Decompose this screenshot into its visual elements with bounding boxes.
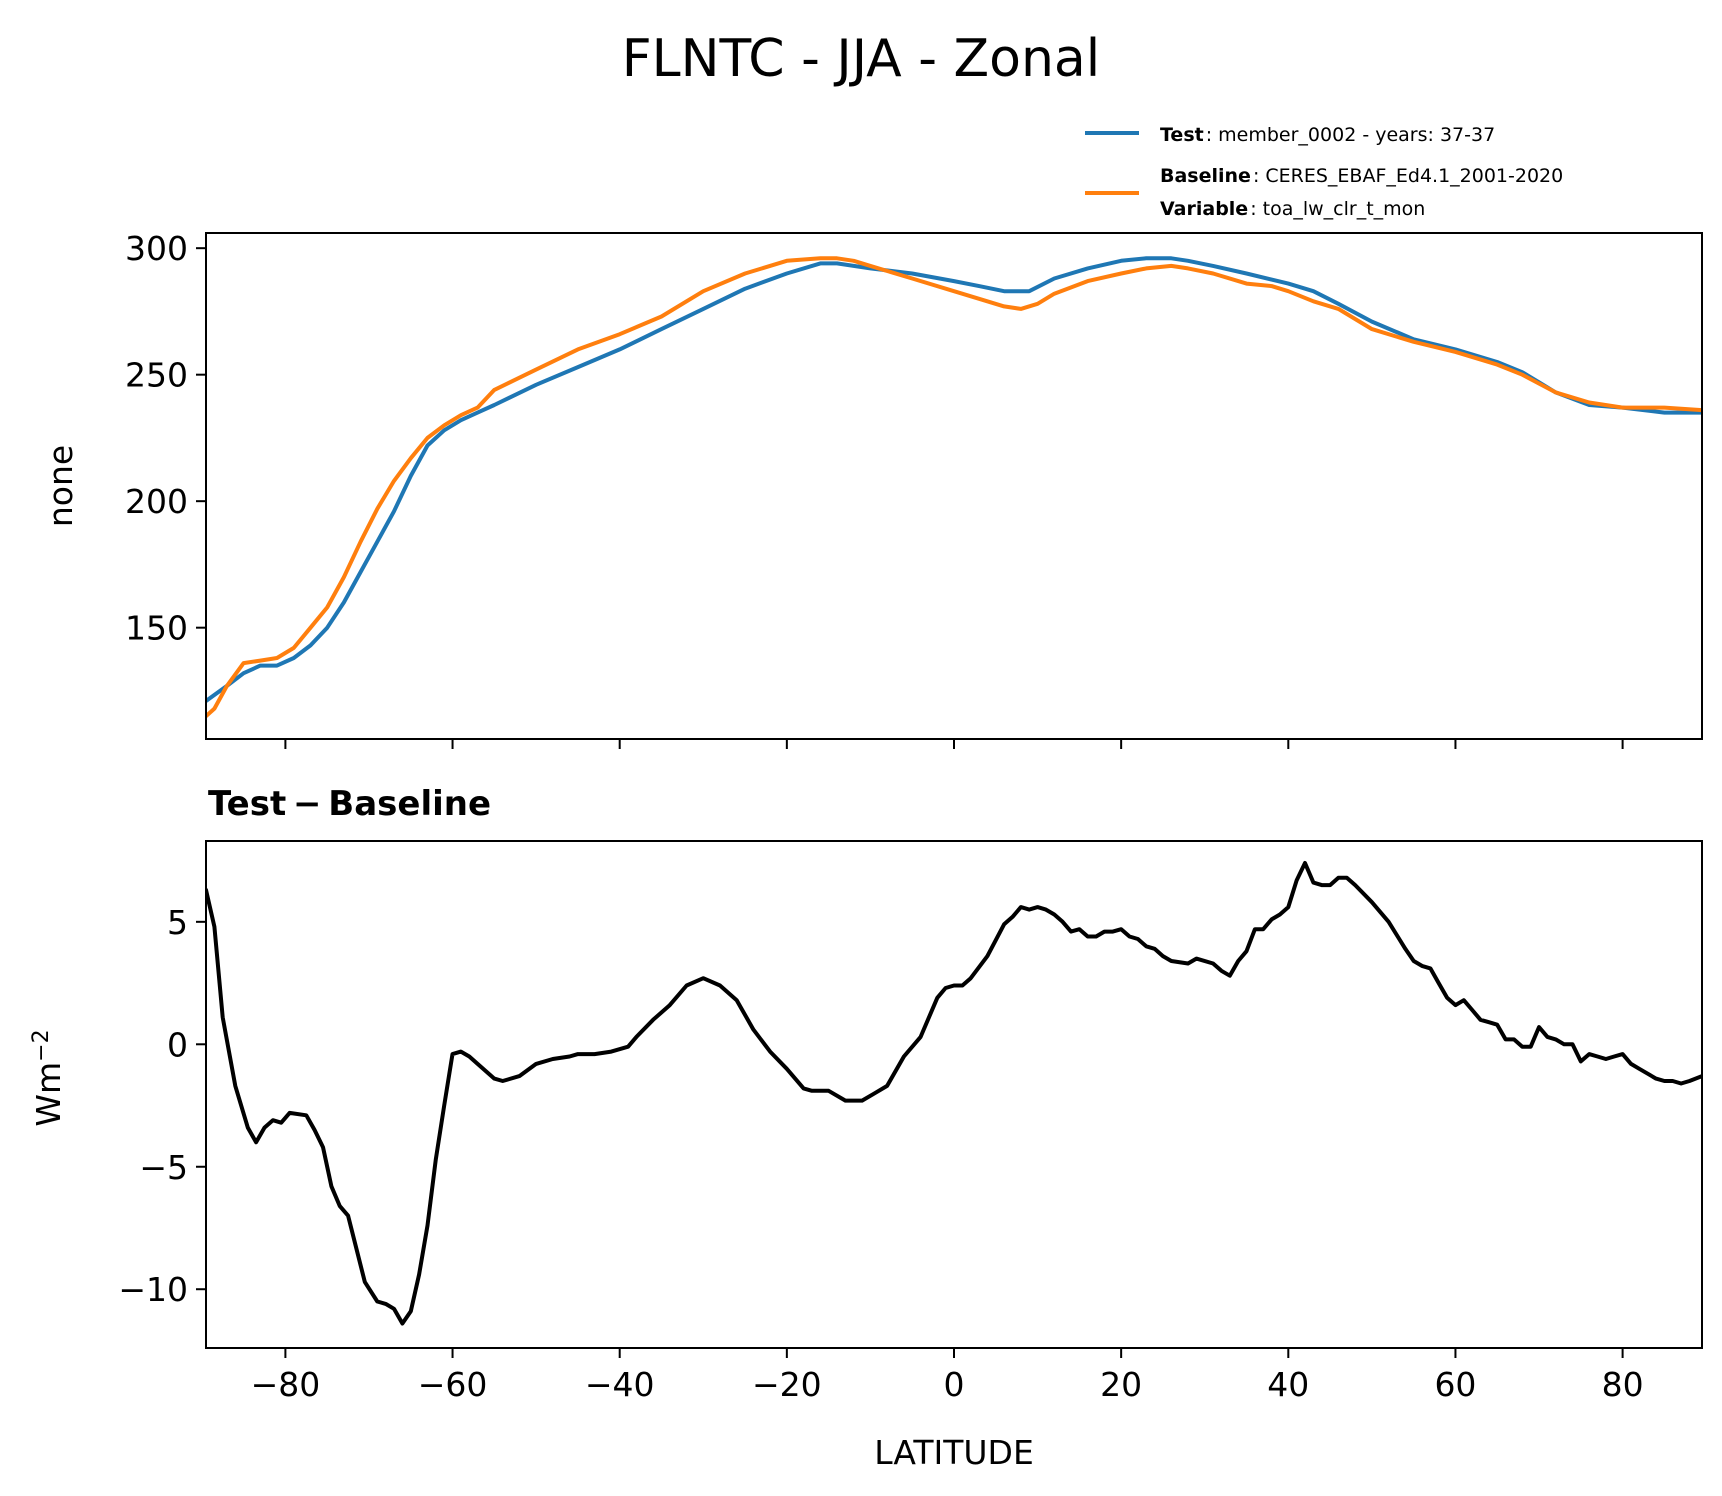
x-axis-label: LATITUDE [874, 1433, 1034, 1472]
bottom-x-tick-label: −40 [585, 1365, 655, 1404]
svg-text:Baseline: CERES_EBAF_Ed4.1_200: Baseline: CERES_EBAF_Ed4.1_2001-2020 [1160, 165, 1563, 187]
legend-baseline-value: : CERES_EBAF_Ed4.1_2001-2020 [1253, 165, 1563, 187]
bottom-x-tick-label: 20 [1100, 1365, 1142, 1404]
bottom-y-axis-label-exponent: −2 [29, 1029, 54, 1061]
top-ticks: 150 200 250 300 [125, 229, 1624, 749]
bottom-plot-frame [205, 840, 1703, 1349]
legend-baseline-key: Baseline [1160, 165, 1251, 187]
bottom-x-tick-label: −20 [752, 1365, 822, 1404]
bottom-x-tick-label: 60 [1434, 1365, 1476, 1404]
legend-variable-value: : toa_lw_clr_t_mon [1250, 198, 1425, 220]
bottom-y-tick-label: 0 [167, 1025, 188, 1064]
legend-variable-key: Variable [1160, 198, 1248, 220]
top-plot-frame [205, 232, 1703, 740]
top-plot-lines [206, 256, 1702, 719]
bottom-series-difference-line [206, 861, 1702, 1326]
top-y-axis-label: none [41, 445, 80, 527]
bottom-x-tick-label: 40 [1267, 1365, 1309, 1404]
figure-title: FLNTC - JJA - Zonal [622, 29, 1101, 89]
legend-test-key: Test [1160, 124, 1204, 146]
bottom-y-tick-label: 5 [167, 903, 188, 942]
bottom-x-tick-label: 0 [944, 1365, 965, 1404]
bottom-y-tick-label: −5 [139, 1148, 188, 1187]
bottom-ticks: −10 −5 0 5 −80 −60 −40 −20 0 20 40 60 80 [118, 903, 1643, 1404]
bottom-x-tick-label: −60 [418, 1365, 488, 1404]
top-series-baseline-line [206, 256, 1702, 719]
svg-text:Test: member_0002 - years: 37-: Test: member_0002 - years: 37-37 [1160, 124, 1495, 146]
bottom-plot-lines [206, 861, 1702, 1326]
top-series-test-line [206, 256, 1702, 703]
bottom-panel-title: Test − Baseline [208, 784, 491, 824]
svg-text:Variable: toa_lw_clr_t_mon: Variable: toa_lw_clr_t_mon [1160, 198, 1425, 220]
bottom-y-axis-label-base: Wm [29, 1062, 68, 1127]
top-y-tick-label: 300 [125, 229, 188, 268]
top-y-tick-label: 200 [125, 482, 188, 521]
bottom-panel: Test − Baseline −10 −5 0 5 −80 −60 −40 −20 0 20 40… [29, 784, 1703, 1472]
bottom-y-tick-label: −10 [118, 1270, 188, 1309]
top-y-tick-label: 150 [125, 609, 188, 648]
legend-test-value: : member_0002 - years: 37-37 [1206, 124, 1495, 146]
top-y-tick-label: 250 [125, 356, 188, 395]
top-panel: 150 200 250 300 none [41, 229, 1703, 749]
legend: Test: member_0002 - years: 37-37 Baselin… [1085, 124, 1563, 220]
bottom-x-tick-label: 80 [1602, 1365, 1644, 1404]
bottom-x-tick-label: −80 [251, 1365, 321, 1404]
bottom-y-axis-label: Wm−2 [29, 1029, 68, 1126]
